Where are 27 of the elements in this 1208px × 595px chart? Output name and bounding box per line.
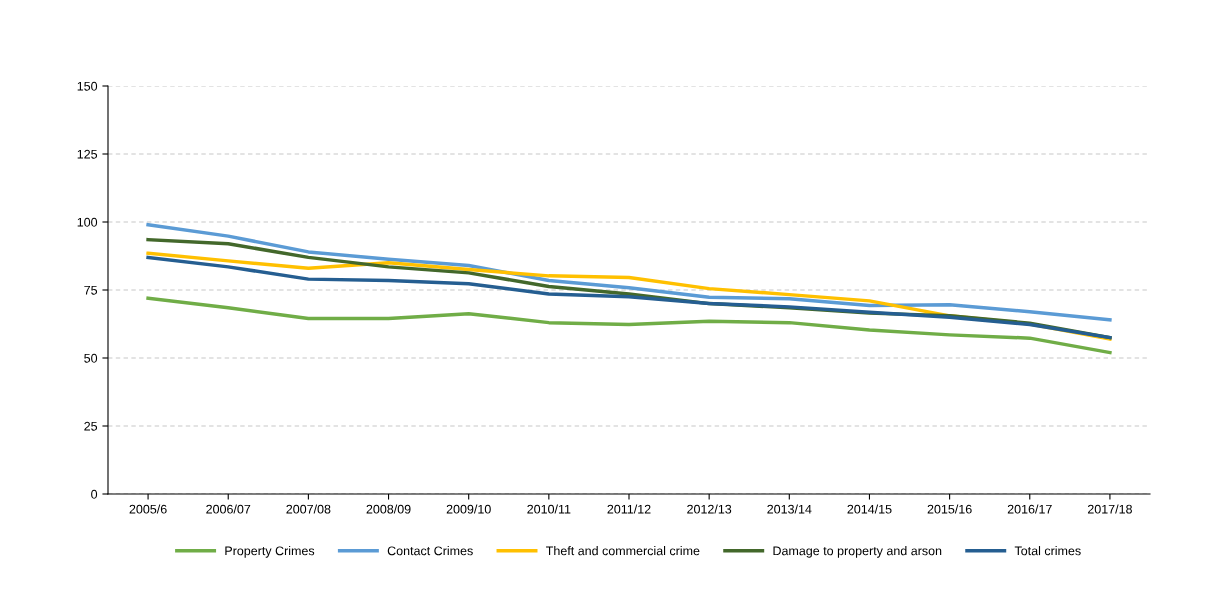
x-tick-label: 2009/10 (446, 504, 491, 514)
x-tick-label: 2017/18 (1087, 504, 1132, 514)
x-tick-label: 2011/12 (607, 504, 651, 514)
y-tick-label: 150 (77, 81, 98, 91)
legend-label: Theft and commercial crime (546, 546, 700, 556)
x-tick-label: 2012/13 (687, 504, 732, 514)
x-tick-label: 2015/16 (927, 504, 972, 514)
x-tick-label: 2013/14 (767, 504, 812, 514)
x-tick-label: 2007/08 (286, 504, 331, 514)
y-tick-label: 25 (84, 421, 98, 431)
x-tick-label: 2005/6 (129, 504, 167, 514)
legend-label: Contact Crimes (387, 546, 473, 556)
legend-label: Total crimes (1014, 546, 1081, 556)
y-tick-label: 50 (84, 353, 98, 363)
y-tick-label: 125 (77, 149, 98, 159)
legend-label: Property Crimes (225, 546, 315, 558)
x-tick-label: 2010/11 (527, 504, 571, 514)
y-tick-label: 0 (91, 489, 98, 499)
line-series (146, 222, 1112, 322)
legend-label: Damage to property and arson (773, 546, 942, 558)
x-tick-label: 2006/07 (206, 504, 251, 514)
x-tick-label: 2014/15 (847, 504, 892, 514)
line-series (146, 296, 1112, 355)
x-tick-label: 2016/17 (1007, 504, 1052, 514)
y-tick-label: 100 (77, 217, 98, 227)
x-tick-label: 2008/09 (366, 504, 411, 514)
y-tick-label: 75 (84, 285, 98, 295)
